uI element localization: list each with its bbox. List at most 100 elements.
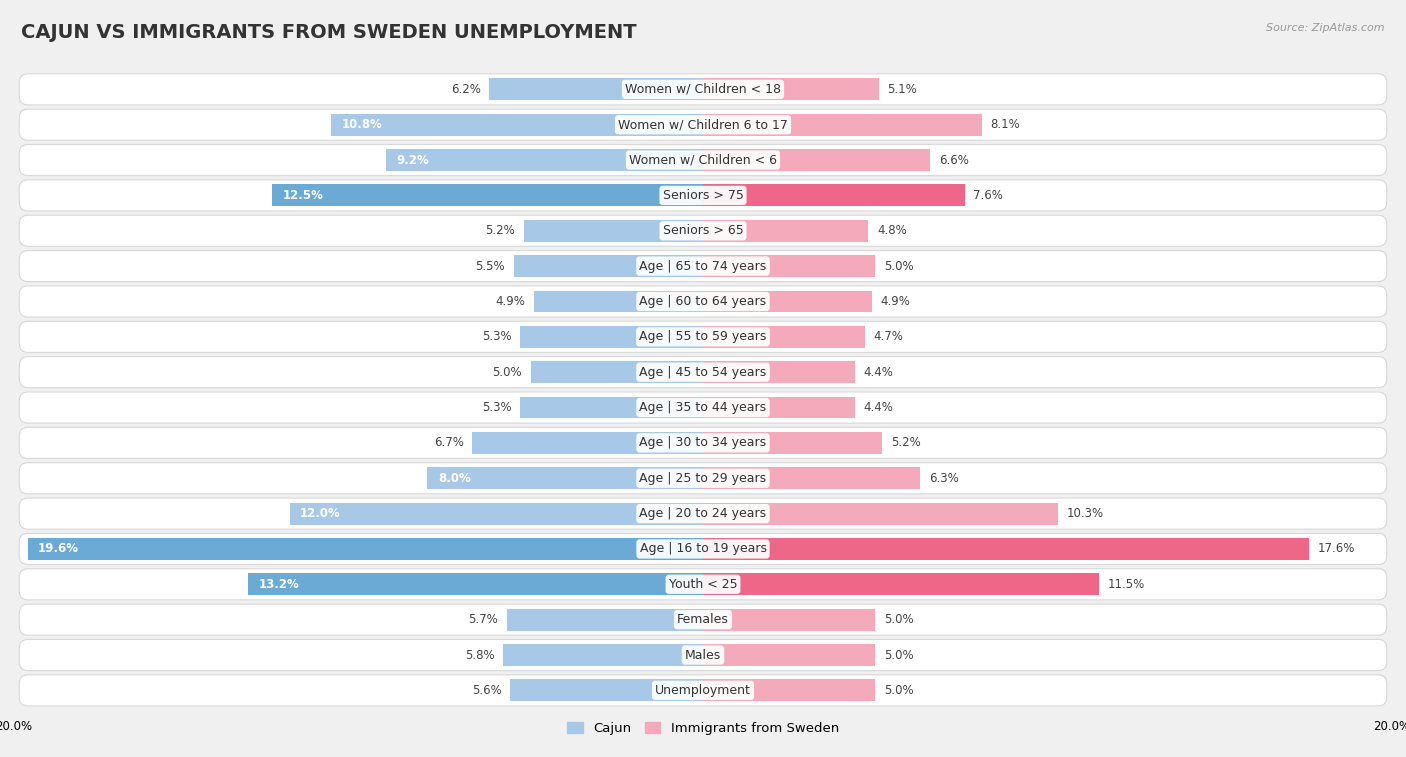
Text: 10.8%: 10.8% (342, 118, 382, 131)
FancyBboxPatch shape (20, 357, 1386, 388)
Bar (520, 326, 703, 347)
FancyBboxPatch shape (20, 321, 1386, 352)
Text: 6.2%: 6.2% (451, 83, 481, 96)
Bar (703, 538, 1309, 560)
FancyBboxPatch shape (20, 463, 1386, 494)
Bar (489, 79, 703, 101)
FancyBboxPatch shape (20, 109, 1386, 140)
Text: Age | 30 to 34 years: Age | 30 to 34 years (640, 436, 766, 450)
FancyBboxPatch shape (20, 640, 1386, 671)
Bar (703, 432, 882, 454)
Text: 8.0%: 8.0% (437, 472, 471, 484)
FancyBboxPatch shape (20, 251, 1386, 282)
Text: 5.5%: 5.5% (475, 260, 505, 273)
Text: 5.0%: 5.0% (884, 260, 914, 273)
Text: 13.2%: 13.2% (259, 578, 299, 590)
Bar (703, 467, 920, 489)
Bar (703, 185, 965, 207)
Bar (506, 609, 703, 631)
Text: 5.2%: 5.2% (485, 224, 515, 237)
Bar (534, 291, 703, 313)
Bar (387, 149, 703, 171)
FancyBboxPatch shape (20, 180, 1386, 211)
FancyBboxPatch shape (20, 428, 1386, 459)
Bar (290, 503, 703, 525)
Text: 5.0%: 5.0% (492, 366, 522, 378)
Text: Source: ZipAtlas.com: Source: ZipAtlas.com (1267, 23, 1385, 33)
Text: 10.3%: 10.3% (1066, 507, 1104, 520)
Bar (520, 397, 703, 419)
Bar (703, 573, 1099, 595)
Bar (703, 220, 869, 241)
Bar (330, 114, 703, 136)
Bar (510, 680, 703, 701)
Text: Females: Females (678, 613, 728, 626)
Text: 12.0%: 12.0% (299, 507, 340, 520)
Text: 5.7%: 5.7% (468, 613, 498, 626)
FancyBboxPatch shape (20, 73, 1386, 105)
Text: Age | 45 to 54 years: Age | 45 to 54 years (640, 366, 766, 378)
Bar (703, 326, 865, 347)
Text: 8.1%: 8.1% (991, 118, 1021, 131)
Text: 12.5%: 12.5% (283, 189, 323, 202)
Bar (703, 609, 875, 631)
Text: Youth < 25: Youth < 25 (669, 578, 737, 590)
Text: 11.5%: 11.5% (1108, 578, 1144, 590)
FancyBboxPatch shape (20, 215, 1386, 246)
Text: Seniors > 75: Seniors > 75 (662, 189, 744, 202)
Bar (703, 644, 875, 666)
Text: 6.6%: 6.6% (939, 154, 969, 167)
Text: 4.9%: 4.9% (496, 295, 526, 308)
Text: 5.0%: 5.0% (884, 613, 914, 626)
Text: Seniors > 65: Seniors > 65 (662, 224, 744, 237)
Bar (503, 644, 703, 666)
Bar (703, 255, 875, 277)
Text: 4.7%: 4.7% (873, 330, 904, 344)
Text: Age | 65 to 74 years: Age | 65 to 74 years (640, 260, 766, 273)
Text: Women w/ Children 6 to 17: Women w/ Children 6 to 17 (619, 118, 787, 131)
FancyBboxPatch shape (20, 569, 1386, 600)
Bar (513, 255, 703, 277)
FancyBboxPatch shape (20, 604, 1386, 635)
Text: 6.3%: 6.3% (928, 472, 959, 484)
Bar (273, 185, 703, 207)
Text: Unemployment: Unemployment (655, 684, 751, 697)
Text: 19.6%: 19.6% (38, 543, 79, 556)
Text: 5.6%: 5.6% (472, 684, 502, 697)
Text: 5.1%: 5.1% (887, 83, 917, 96)
FancyBboxPatch shape (20, 534, 1386, 565)
Bar (524, 220, 703, 241)
Text: Age | 35 to 44 years: Age | 35 to 44 years (640, 401, 766, 414)
Text: 7.6%: 7.6% (973, 189, 1004, 202)
Bar (703, 79, 879, 101)
Legend: Cajun, Immigrants from Sweden: Cajun, Immigrants from Sweden (561, 716, 845, 740)
Bar (703, 680, 875, 701)
Bar (703, 149, 931, 171)
Text: 4.9%: 4.9% (880, 295, 910, 308)
Text: Age | 20 to 24 years: Age | 20 to 24 years (640, 507, 766, 520)
Bar (703, 361, 855, 383)
Text: Age | 16 to 19 years: Age | 16 to 19 years (640, 543, 766, 556)
Text: 4.4%: 4.4% (863, 401, 893, 414)
Text: Age | 25 to 29 years: Age | 25 to 29 years (640, 472, 766, 484)
Text: 6.7%: 6.7% (433, 436, 464, 450)
Text: 5.0%: 5.0% (884, 684, 914, 697)
Text: 4.4%: 4.4% (863, 366, 893, 378)
Text: Males: Males (685, 649, 721, 662)
Bar (427, 467, 703, 489)
Text: 9.2%: 9.2% (396, 154, 429, 167)
Text: Women w/ Children < 6: Women w/ Children < 6 (628, 154, 778, 167)
Bar (28, 538, 703, 560)
Text: 5.8%: 5.8% (465, 649, 495, 662)
Bar (703, 114, 981, 136)
Bar (703, 503, 1057, 525)
Text: 5.3%: 5.3% (482, 401, 512, 414)
Text: 5.3%: 5.3% (482, 330, 512, 344)
Bar (703, 291, 872, 313)
Bar (531, 361, 703, 383)
FancyBboxPatch shape (20, 498, 1386, 529)
Text: 5.0%: 5.0% (884, 649, 914, 662)
Bar (703, 397, 855, 419)
Text: 17.6%: 17.6% (1317, 543, 1355, 556)
FancyBboxPatch shape (20, 392, 1386, 423)
